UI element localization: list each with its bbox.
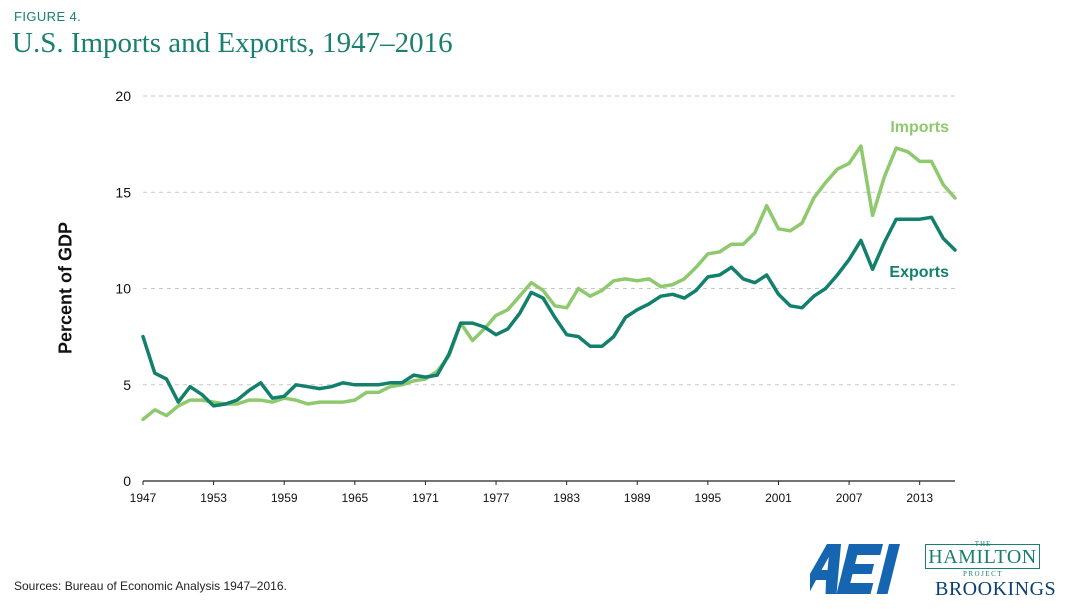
y-tick-label-15: 15 [115, 184, 131, 200]
y-tick-label-0: 0 [123, 473, 131, 489]
x-tick-label-1971: 1971 [412, 491, 439, 505]
x-tick-label-2013: 2013 [906, 491, 933, 505]
y-tick-label-20: 20 [115, 88, 131, 104]
source-note: Sources: Bureau of Economic Analysis 194… [14, 579, 287, 593]
x-tick-label-1953: 1953 [200, 491, 227, 505]
x-tick-label-1995: 1995 [695, 491, 722, 505]
hamilton-wordmark: HAMILTON [925, 544, 1040, 569]
series-label-imports: Imports [890, 119, 949, 136]
hamilton-project: PROJECT [962, 570, 1004, 578]
hamilton-brookings-logo: THE HAMILTON PROJECT BROOKINGS [925, 540, 1067, 600]
series-line-exports [141, 215, 957, 408]
x-tick-label-2001: 2001 [765, 491, 792, 505]
x-tick-label-1977: 1977 [483, 491, 510, 505]
x-tick-label-1983: 1983 [553, 491, 580, 505]
y-tick-label-5: 5 [123, 377, 131, 393]
x-tick-label-1989: 1989 [624, 491, 651, 505]
figure-label: FIGURE 4. [14, 9, 82, 24]
x-tick-label-1947: 1947 [130, 491, 157, 505]
series-label-exports: Exports [889, 264, 949, 281]
aei-logo [810, 544, 901, 594]
series-line-imports [141, 144, 957, 422]
x-tick-label-1965: 1965 [341, 491, 368, 505]
brookings-wordmark: BROOKINGS [935, 578, 1057, 600]
y-tick-label-10: 10 [115, 281, 131, 297]
x-tick-label-1959: 1959 [271, 491, 298, 505]
x-tick-label-2007: 2007 [836, 491, 863, 505]
chart-title: U.S. Imports and Exports, 1947–2016 [12, 27, 453, 59]
